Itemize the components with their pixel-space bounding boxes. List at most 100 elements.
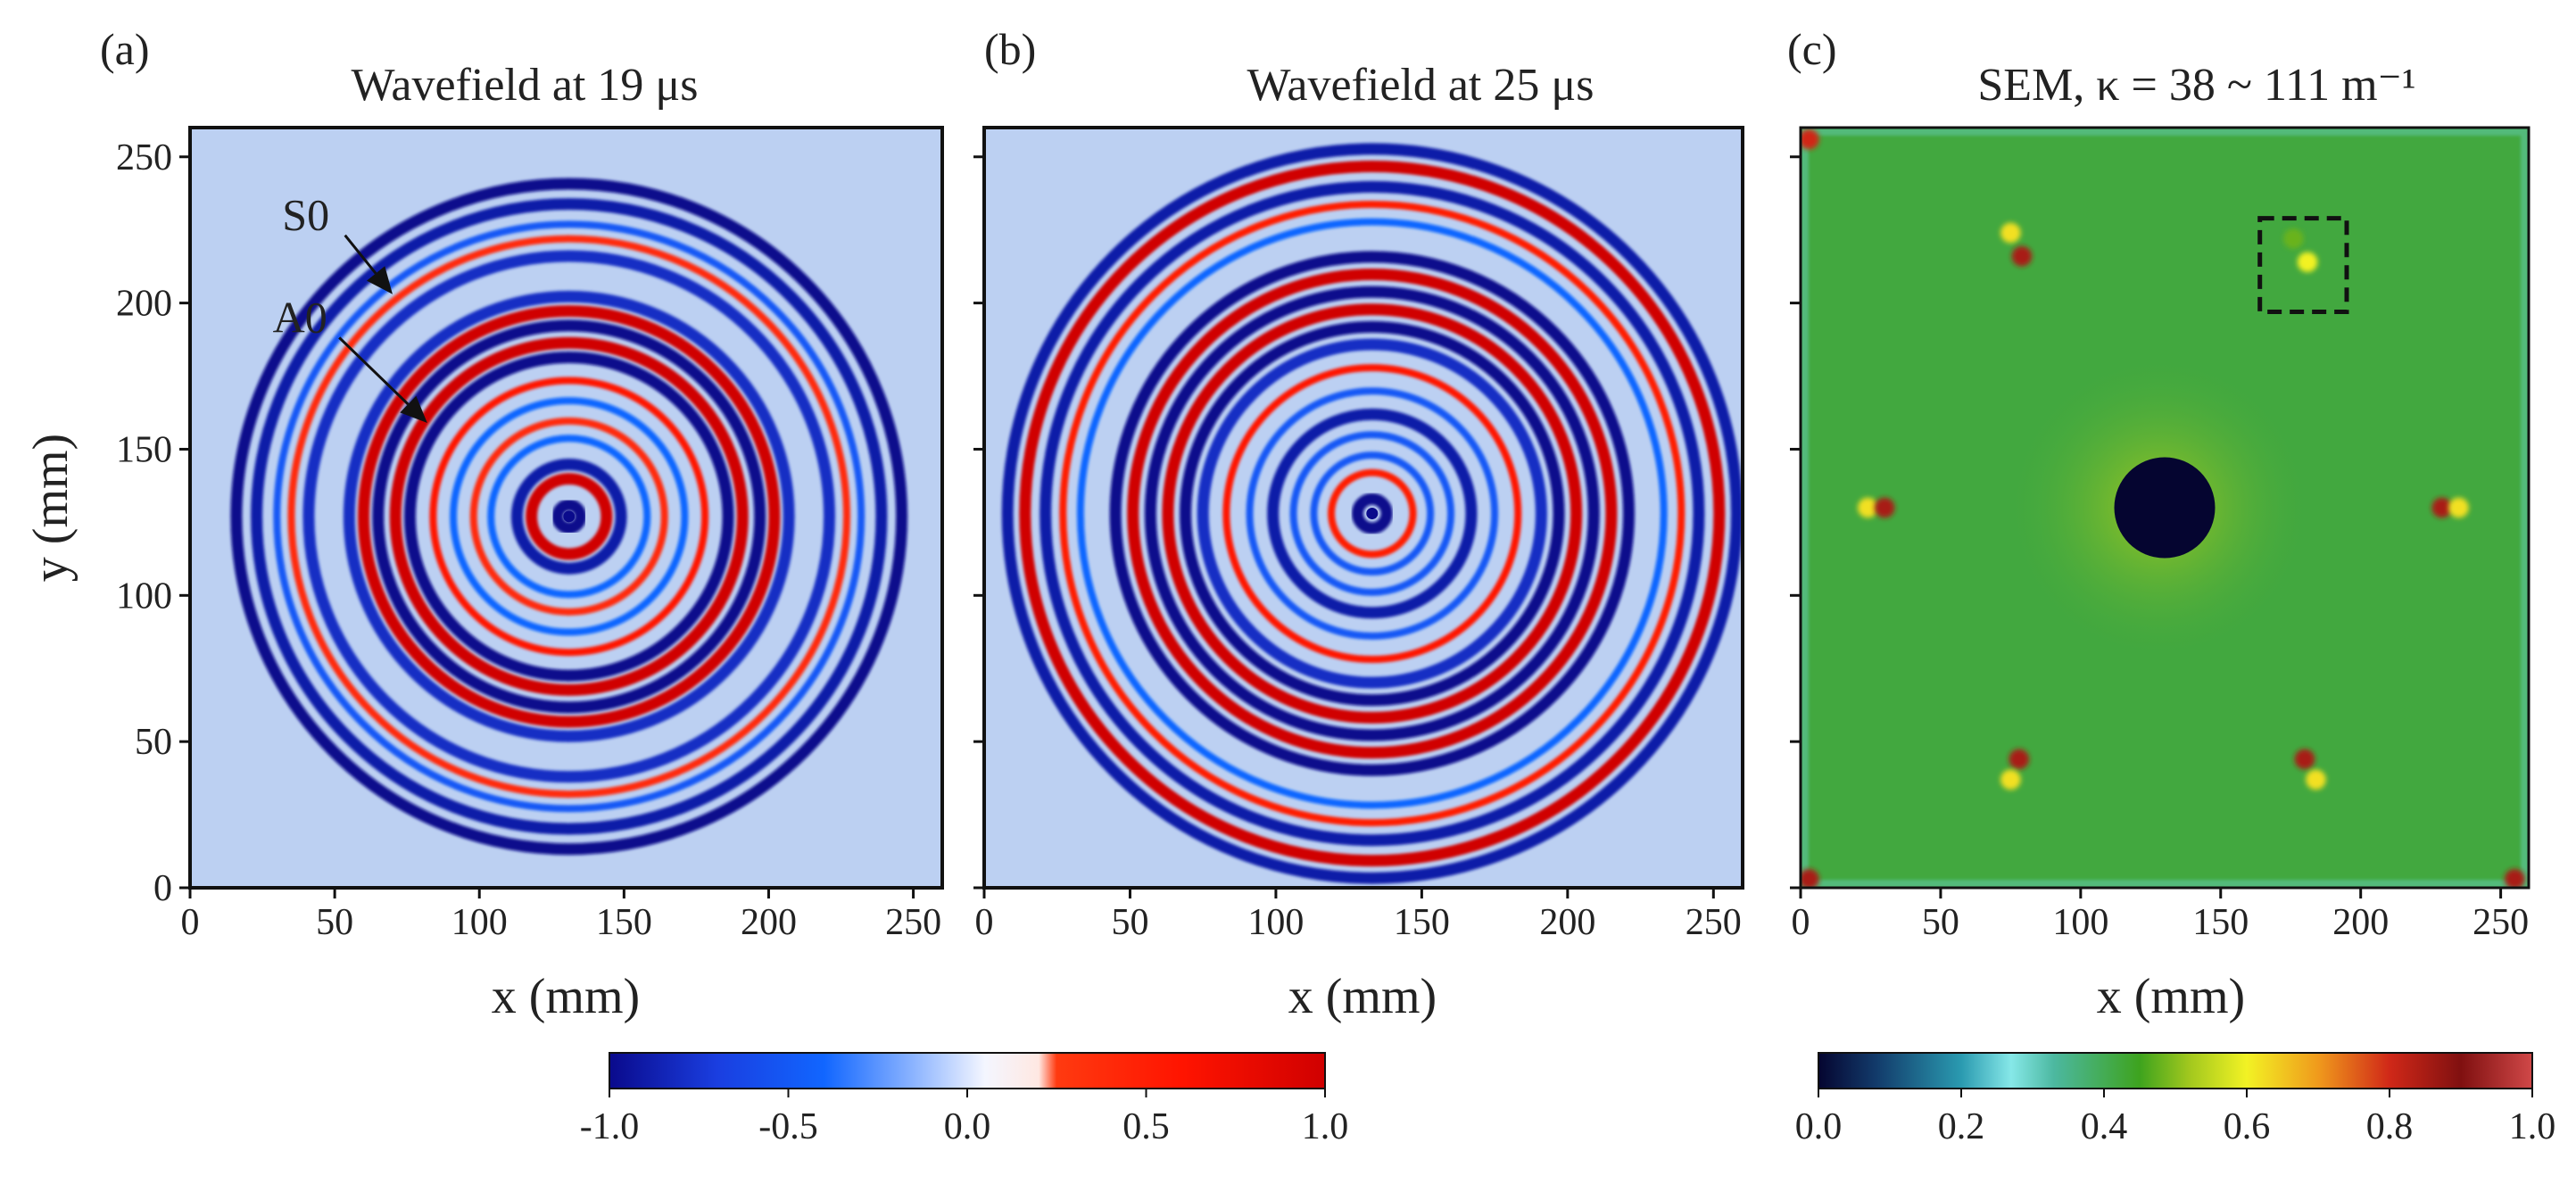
- panel-a-arrow-head: [367, 266, 393, 294]
- panel-c-x-axis-label: x (mm): [2097, 969, 2245, 1024]
- colorbar-diverging-tick-label: 0.0: [944, 1106, 991, 1147]
- panel-c-hot-spot: [1801, 868, 1819, 888]
- panel-a-wave-ring: [358, 305, 781, 728]
- panel-a-wave-ring: [302, 250, 836, 783]
- panel-a-plot-area[interactable]: [190, 128, 942, 888]
- panel-b-wave-ring: [1109, 251, 1635, 776]
- colorbar-sequential-tick-label: 0.6: [2224, 1106, 2271, 1147]
- panel-b-plot-area[interactable]: [984, 128, 1743, 888]
- panel-b-x-tick-label: 250: [1686, 902, 1742, 943]
- panel-c-hot-spot: [1801, 128, 1819, 150]
- panel-b-wave-ring: [1040, 180, 1705, 847]
- colorbar-sequential-tick-label: 0.4: [2081, 1106, 2128, 1147]
- panel-a-y-tick-label: 150: [116, 429, 172, 470]
- panel-b-wave-ring: [1310, 451, 1435, 575]
- panel-b-wave-ring: [1328, 468, 1417, 559]
- panel-a-wave-ring: [389, 336, 749, 696]
- panel-c-hot-spot: [2009, 749, 2030, 770]
- panel-b-x-tick-label: 50: [1111, 902, 1148, 943]
- panel-a-y-tick-label: 50: [135, 722, 172, 763]
- panel-c-x-tick-label: 100: [2052, 902, 2108, 943]
- panel-a-wave-ring: [551, 499, 587, 534]
- panel-a-x-tick-label: 250: [885, 902, 941, 943]
- panel-c-x-tick-label: 250: [2472, 902, 2529, 943]
- panel-b-x-axis-label: x (mm): [1288, 969, 1437, 1024]
- panel-b-wave-ring: [1127, 268, 1618, 759]
- panel-a-x-axis-label: x (mm): [492, 969, 640, 1024]
- panel-a-ticks: 0 50 100 150 200 250 0 50 100 150 200 250: [116, 137, 941, 943]
- panel-a-wave-ring: [510, 458, 627, 575]
- panel-c-hot-spot: [2431, 497, 2453, 518]
- panel-a-annotation-a0: A0: [273, 292, 327, 342]
- panel-b-wave-ring: [1351, 493, 1393, 534]
- panel-a-x-tick-label: 200: [741, 902, 797, 943]
- panel-c-x-tick-label: 50: [1922, 902, 1959, 943]
- panel-b-wave-ring: [1222, 364, 1522, 664]
- panel-c-hot-spot: [2505, 868, 2525, 888]
- panel-b-wave-ring: [1144, 286, 1600, 741]
- panel-b-wave-ring: [1267, 408, 1478, 619]
- panel-a-wave-ring: [287, 235, 851, 799]
- colorbar-diverging-tick-label: 1.0: [1302, 1106, 1349, 1147]
- panel-a-frame: [188, 126, 944, 890]
- panel-c-highlight-box: [2257, 216, 2349, 314]
- panel-c-hot-spot: [2294, 749, 2315, 770]
- panel-a-x-tick-label: 50: [316, 902, 353, 943]
- panel-b-wave-ring: [1076, 218, 1668, 809]
- panel-a-y-axis-label: y (mm): [23, 434, 79, 582]
- panel-b-frame: [982, 126, 1744, 890]
- panel-a-annotation-s0: S0: [282, 190, 329, 240]
- panel-c-plot-area[interactable]: [1799, 128, 2529, 889]
- panel-a-arrow-head: [400, 395, 427, 423]
- panel-a-y-tick-label: 200: [116, 284, 172, 325]
- panel-c-hot-spot: [2000, 222, 2021, 244]
- panel-b-x-tick-label: 100: [1247, 902, 1304, 943]
- colorbar-sequential-bar: [1818, 1052, 2533, 1089]
- panel-c-hot-spot: [2011, 245, 2033, 267]
- panel-c: (c) SEM, κ = 38 ~ 111 m⁻¹ 0 50 100 150 200 25…: [1787, 24, 2530, 1024]
- panel-c-x-tick-label: 0: [1792, 902, 1810, 943]
- panel-b-x-tick-label: 200: [1539, 902, 1595, 943]
- panel-b-x-tick-label: 0: [975, 902, 994, 943]
- panel-b-wave-ring: [1289, 431, 1455, 596]
- panel-a-x-tick-label: 100: [451, 902, 508, 943]
- panel-c-x-tick-label: 150: [2192, 902, 2249, 943]
- panel-c-hot-spot: [2306, 769, 2326, 791]
- panel-c-hot-spot: [1858, 497, 1878, 518]
- panel-b-wave-ring: [1001, 143, 1743, 884]
- panel-b-wave-ring: [1162, 303, 1583, 724]
- panel-a-letter: (a): [100, 24, 150, 74]
- panel-a-wave-center: [563, 510, 576, 523]
- panel-a-wave-ring: [230, 178, 908, 856]
- panel-b-x-tick-label: 150: [1394, 902, 1450, 943]
- panel-a-wave-ring: [487, 435, 651, 599]
- panel-c-hot-spot: [2297, 252, 2318, 273]
- panel-a-title: Wavefield at 19 μs: [351, 60, 698, 111]
- panel-b-title: Wavefield at 25 μs: [1247, 60, 1594, 111]
- panel-b: (b) Wavefield at 25 μs 0 50 100 150 200 250 x…: [973, 24, 1744, 1024]
- panel-a-y-tick-label: 100: [116, 575, 172, 617]
- colorbar-diverging: -1.0 -0.5 0.0 0.5 1.0: [580, 1052, 1349, 1147]
- panel-c-hot-spot: [2448, 497, 2469, 518]
- panel-a-arrow-line: [338, 336, 410, 406]
- colorbar-sequential-tick-label: 1.0: [2509, 1106, 2556, 1147]
- panel-a-wave-ring: [273, 220, 866, 813]
- panel-a-y-tick-label: 250: [116, 137, 172, 178]
- colorbar-sequential-tick-label: 0.8: [2366, 1106, 2414, 1147]
- panel-c-x-tick-label: 200: [2332, 902, 2389, 943]
- panel-c-hot-spot: [1874, 497, 1895, 518]
- panel-a-annotations: S0 A0: [273, 190, 427, 423]
- panel-b-wave-center: [1366, 508, 1379, 520]
- panel-b-letter: (b): [984, 24, 1036, 74]
- panel-a-wave-ring: [343, 290, 795, 742]
- panel-a-wave-ring: [526, 473, 613, 560]
- colorbar-diverging-tick-label: 0.5: [1122, 1106, 1170, 1147]
- colorbar-sequential-tick-label: 0.0: [1795, 1106, 1843, 1147]
- panel-c-letter: (c): [1787, 24, 1837, 74]
- panel-c-ticks: 0 50 100 150 200 250: [1790, 155, 2529, 943]
- panel-a-x-tick-label: 150: [596, 902, 652, 943]
- panel-a-arrow-line: [344, 234, 377, 275]
- panel-a-wave-ring: [450, 397, 689, 636]
- panel-a-x-tick-label: 0: [181, 902, 200, 943]
